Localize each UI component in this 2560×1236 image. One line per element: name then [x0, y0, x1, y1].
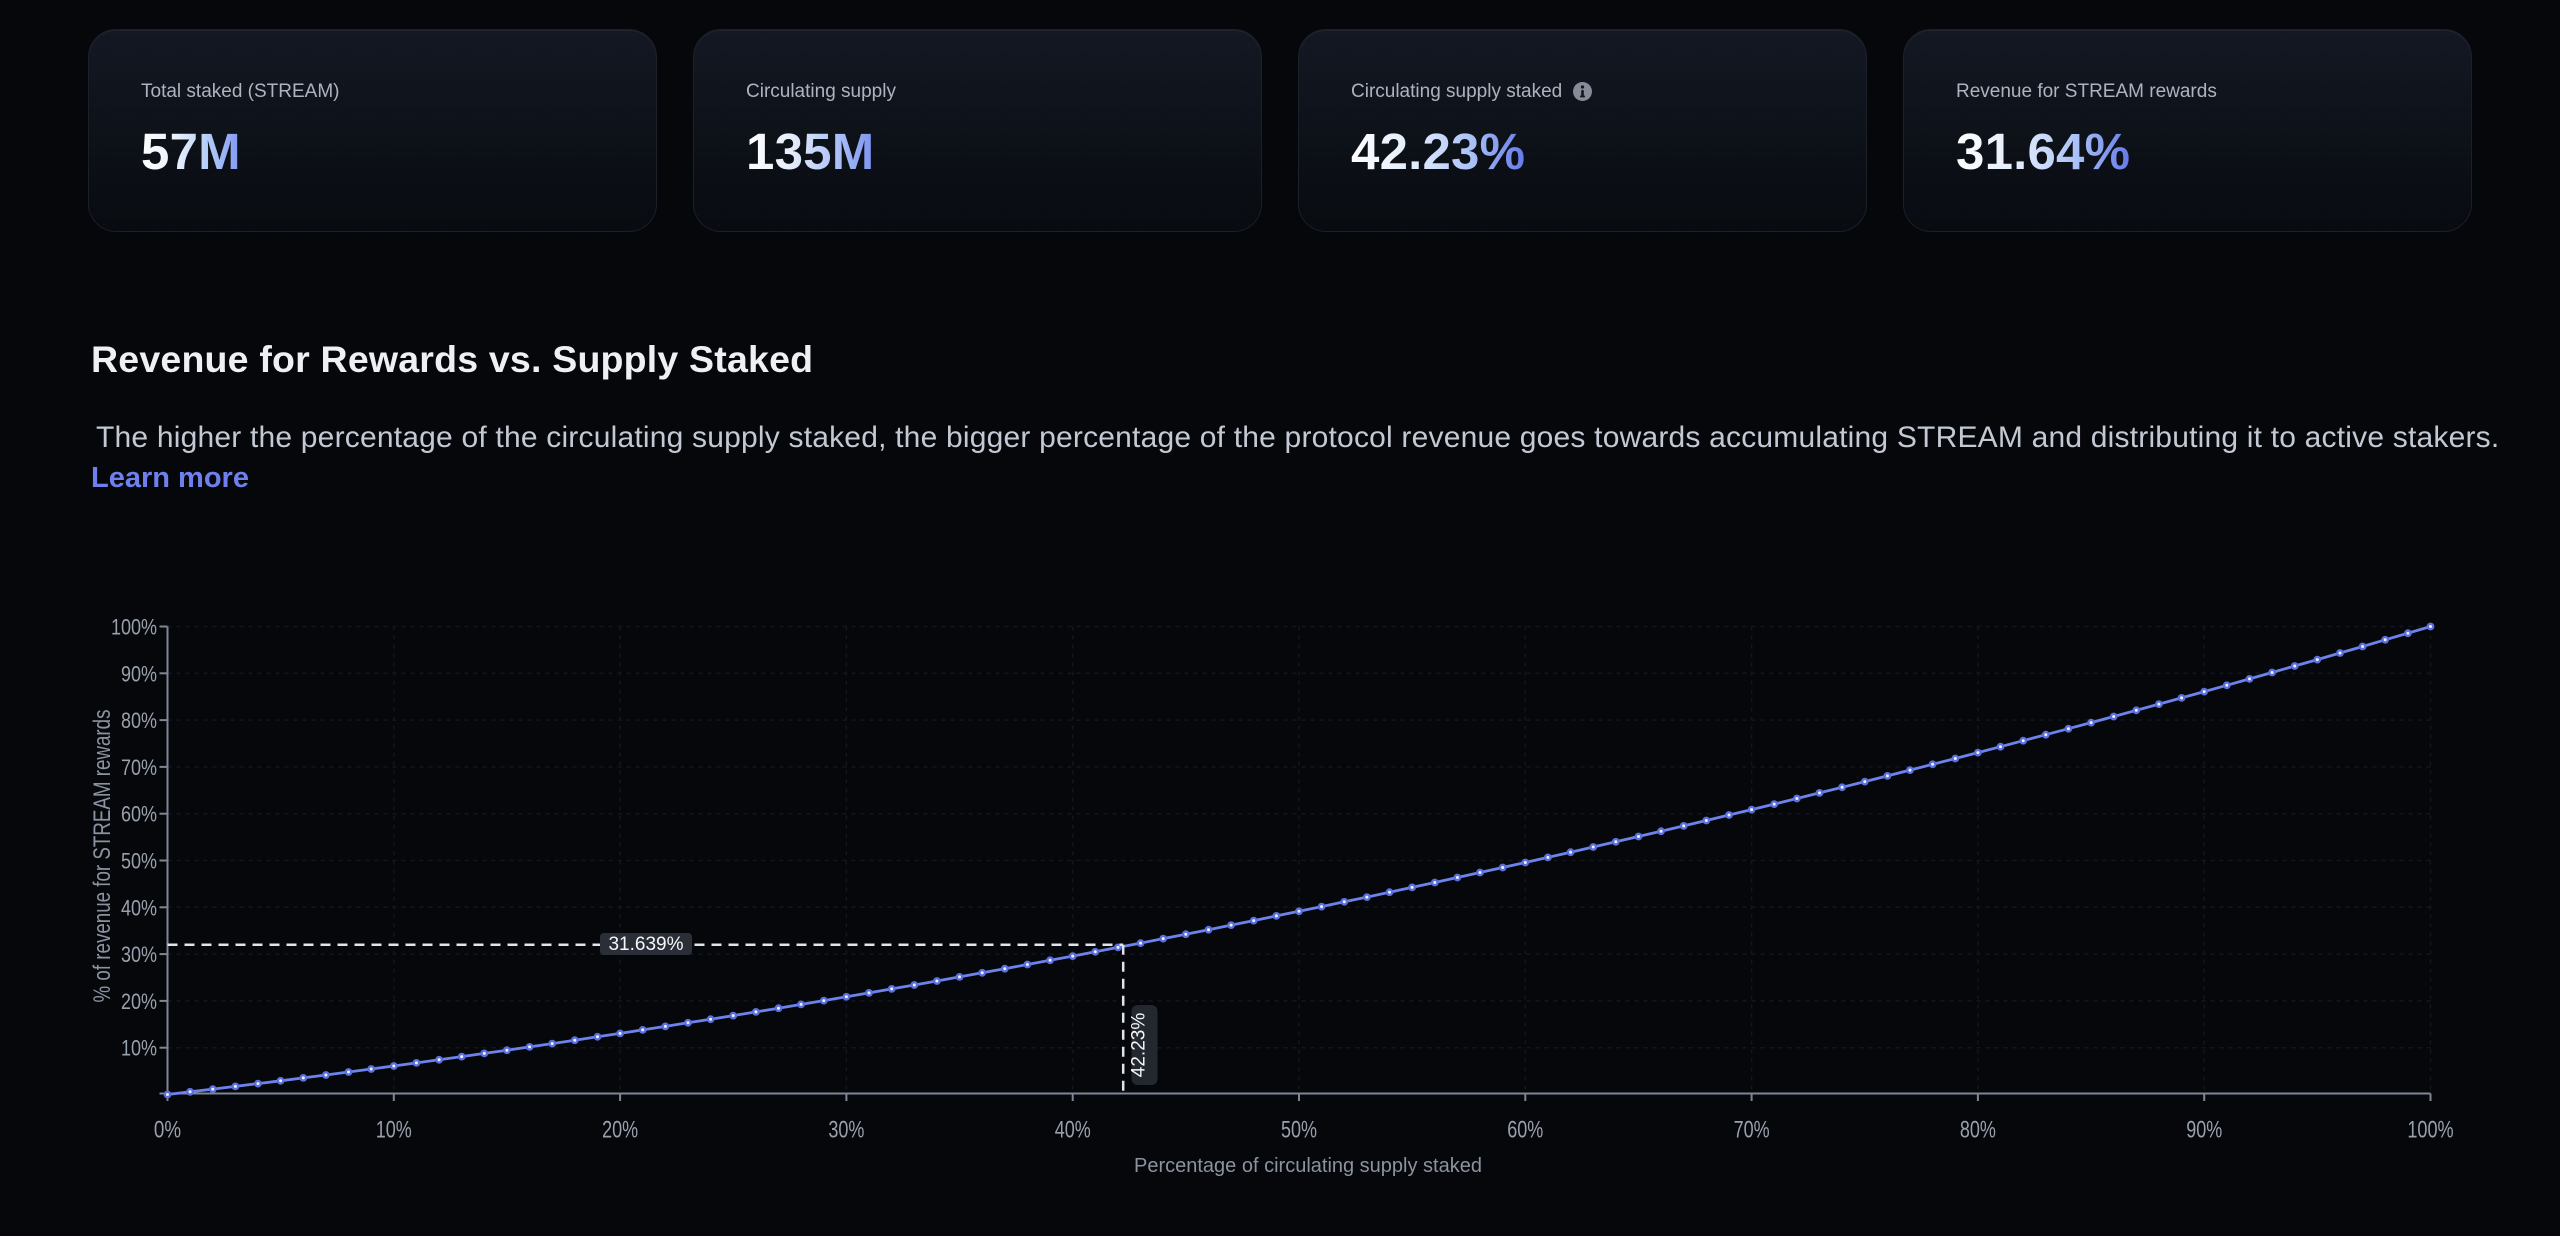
- svg-text:20%: 20%: [602, 1117, 638, 1143]
- svg-text:100%: 100%: [2407, 1116, 2453, 1143]
- svg-text:% of revenue for STREAM reward: % of revenue for STREAM rewards: [89, 710, 116, 1003]
- svg-text:60%: 60%: [121, 803, 157, 827]
- svg-text:Percentage of circulating supp: Percentage of circulating supply staked: [1134, 1155, 1482, 1177]
- svg-text:80%: 80%: [1960, 1117, 1996, 1143]
- svg-text:20%: 20%: [121, 990, 157, 1014]
- svg-text:10%: 10%: [121, 1037, 157, 1061]
- svg-text:50%: 50%: [121, 850, 157, 874]
- svg-text:0%: 0%: [154, 1115, 181, 1143]
- svg-text:70%: 70%: [1734, 1117, 1770, 1143]
- svg-text:90%: 90%: [2186, 1117, 2222, 1143]
- svg-text:90%: 90%: [121, 663, 157, 687]
- svg-text:40%: 40%: [1055, 1117, 1091, 1143]
- svg-text:30%: 30%: [121, 943, 157, 967]
- svg-text:100%: 100%: [111, 616, 157, 640]
- svg-text:30%: 30%: [828, 1117, 864, 1143]
- svg-text:10%: 10%: [376, 1117, 412, 1143]
- svg-text:40%: 40%: [121, 897, 157, 921]
- svg-text:31.639%: 31.639%: [608, 934, 683, 955]
- svg-text:80%: 80%: [121, 709, 157, 733]
- svg-text:60%: 60%: [1507, 1117, 1543, 1143]
- svg-text:42.23%: 42.23%: [1129, 1013, 1150, 1078]
- svg-text:50%: 50%: [1281, 1117, 1317, 1143]
- svg-text:70%: 70%: [121, 756, 157, 780]
